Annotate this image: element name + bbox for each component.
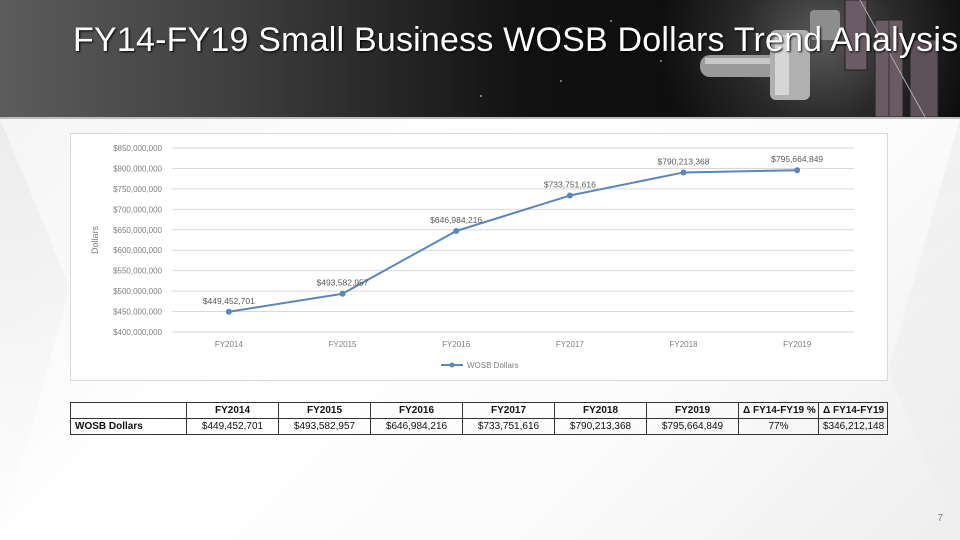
table-header-cell: FY2014 [186, 402, 279, 419]
y-tick-label: $700,000,000 [113, 205, 162, 214]
table-cell: $733,751,616 [462, 418, 555, 435]
data-label: $493,582,957 [317, 278, 369, 288]
data-label: $795,664,849 [771, 154, 823, 164]
data-point [566, 192, 573, 199]
y-tick-label: $550,000,000 [113, 267, 162, 276]
data-label: $449,452,701 [203, 296, 255, 306]
table-header-row: FY2014 FY2015 FY2016 FY2017 FY2018 FY201… [70, 402, 888, 419]
y-tick-label: $500,000,000 [113, 287, 162, 296]
legend-label: WOSB Dollars [467, 361, 519, 370]
y-tick-label: $400,000,000 [113, 328, 162, 337]
table-header-cell: FY2019 [646, 402, 739, 419]
table-cell: $346,212,148 [818, 418, 888, 435]
data-point [339, 290, 346, 297]
table-cell: $790,213,368 [554, 418, 647, 435]
x-tick-label: FY2015 [328, 340, 357, 349]
x-tick-label: FY2019 [783, 340, 812, 349]
table-header-cell: Δ FY14-FY19 % [738, 402, 819, 419]
x-tick-label: FY2018 [669, 340, 698, 349]
table-row-header: WOSB Dollars [70, 418, 187, 435]
data-point [794, 167, 801, 174]
y-tick-label: $600,000,000 [113, 246, 162, 255]
background-facet-left [0, 119, 70, 540]
chart-svg: $400,000,000 $450,000,000 $500,000,000 $550… [90, 144, 854, 370]
y-tick-label: $650,000,000 [113, 226, 162, 235]
y-axis-label: Dollars [90, 226, 100, 255]
data-label: $733,751,616 [544, 180, 596, 190]
x-tick-label: FY2014 [215, 340, 244, 349]
data-label: $790,213,368 [658, 156, 710, 166]
data-table: FY2014 FY2015 FY2016 FY2017 FY2018 FY201… [70, 402, 888, 435]
table-header-cell: FY2017 [462, 402, 555, 419]
data-point [225, 308, 232, 315]
table-cell: $449,452,701 [186, 418, 279, 435]
data-point [680, 169, 687, 176]
y-tick-label: $800,000,000 [113, 164, 162, 173]
y-tick-label: $750,000,000 [113, 185, 162, 194]
x-tick-label: FY2017 [556, 340, 585, 349]
table-header-cell: Δ FY14-FY19 $ [818, 402, 888, 419]
table-cell: 77% [738, 418, 819, 435]
x-tick-label: FY2016 [442, 340, 471, 349]
slide-title: FY14-FY19 Small Business WOSB Dollars Tr… [73, 21, 959, 59]
series-line [228, 169, 798, 313]
table-cell: $493,582,957 [278, 418, 371, 435]
header-divider [0, 117, 960, 119]
line-chart: $400,000,000 $450,000,000 $500,000,000 $550… [70, 133, 888, 381]
header-band: FY14-FY19 Small Business WOSB Dollars Tr… [0, 0, 960, 117]
data-point [453, 228, 460, 235]
y-tick-label: $450,000,000 [113, 308, 162, 317]
page-number: 7 [937, 513, 943, 524]
table-header-cell: FY2018 [554, 402, 647, 419]
space-station-image [700, 0, 939, 117]
table-header-cell [70, 402, 187, 419]
table-cell: $795,664,849 [646, 418, 739, 435]
table-cell: $646,984,216 [370, 418, 463, 435]
table-row: WOSB Dollars $449,452,701 $493,582,957 $… [70, 418, 888, 435]
legend-marker [449, 362, 455, 368]
y-tick-label: $850,000,000 [113, 144, 162, 153]
table-header-cell: FY2015 [278, 402, 371, 419]
data-label: $646,984,216 [430, 215, 482, 225]
table-header-cell: FY2016 [370, 402, 463, 419]
